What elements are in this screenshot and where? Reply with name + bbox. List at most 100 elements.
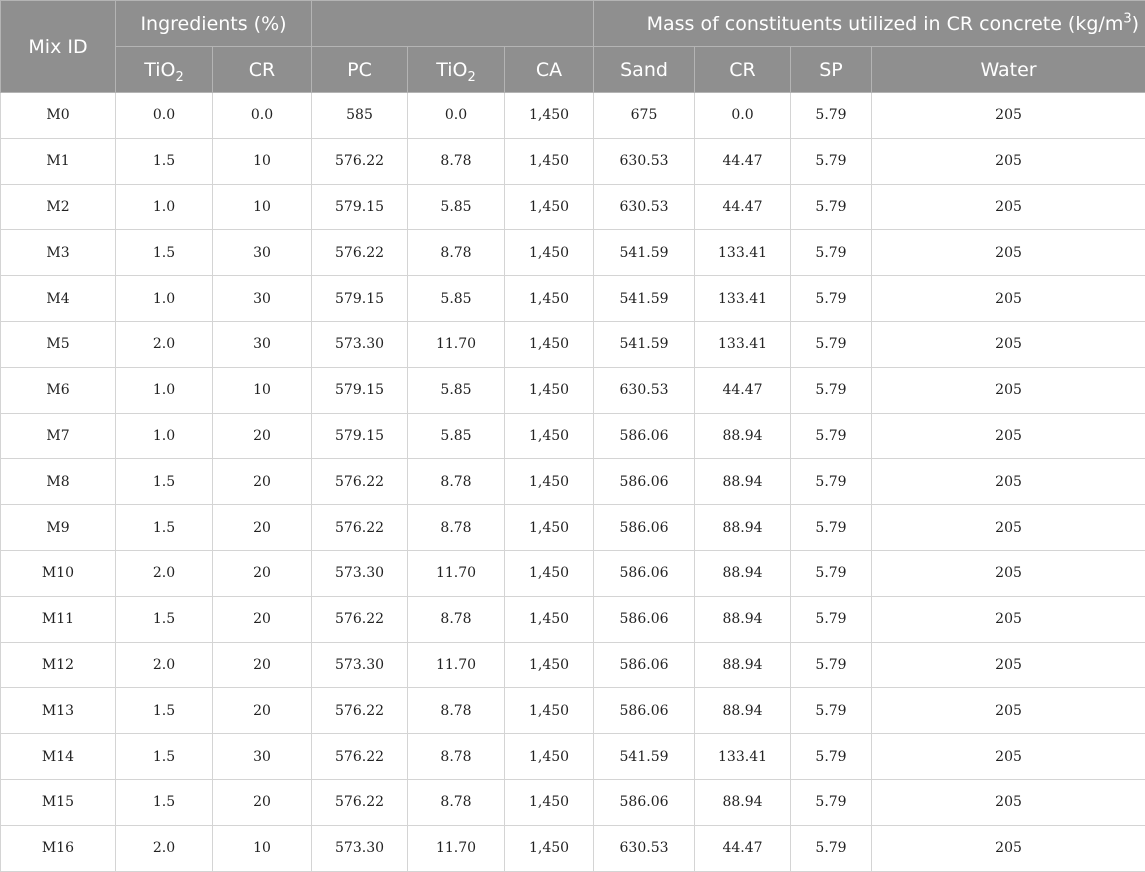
cell-ca: 1,450	[505, 459, 594, 505]
cell-sand: 630.53	[594, 138, 695, 184]
cell-mass-cr: 133.41	[695, 321, 791, 367]
header-ingredients-group: Ingredients (%)	[116, 1, 312, 47]
cell-sand: 586.06	[594, 413, 695, 459]
cell-mass-tio2: 8.78	[408, 459, 505, 505]
cell-water: 205	[872, 367, 1145, 413]
cell-sand: 630.53	[594, 825, 695, 871]
cell-ingredient-tio2: 1.5	[116, 230, 213, 276]
cell-sp: 5.79	[791, 459, 872, 505]
cell-mass-cr: 88.94	[695, 413, 791, 459]
cell-ingredient-cr: 20	[213, 459, 312, 505]
cell-ingredient-cr: 20	[213, 413, 312, 459]
cell-sand: 586.06	[594, 505, 695, 551]
cell-ca: 1,450	[505, 550, 594, 596]
cell-mix-id: M11	[1, 596, 116, 642]
cell-mass-tio2: 5.85	[408, 184, 505, 230]
cell-ca: 1,450	[505, 779, 594, 825]
cell-ingredient-cr: 10	[213, 138, 312, 184]
cell-pc: 576.22	[312, 505, 408, 551]
header-row-groups: Mix ID Ingredients (%) Mass of constitue…	[1, 1, 1145, 47]
cell-pc: 576.22	[312, 230, 408, 276]
cell-mass-tio2: 8.78	[408, 688, 505, 734]
cell-sand: 630.53	[594, 184, 695, 230]
cell-pc: 576.22	[312, 688, 408, 734]
cell-ca: 1,450	[505, 138, 594, 184]
cell-mix-id: M14	[1, 734, 116, 780]
cell-sp: 5.79	[791, 825, 872, 871]
cell-mass-cr: 0.0	[695, 93, 791, 139]
cell-sp: 5.79	[791, 642, 872, 688]
cell-ca: 1,450	[505, 505, 594, 551]
cell-pc: 576.22	[312, 459, 408, 505]
cell-ingredient-tio2: 0.0	[116, 93, 213, 139]
cell-ca: 1,450	[505, 184, 594, 230]
cell-ingredient-cr: 20	[213, 642, 312, 688]
cell-sp: 5.79	[791, 596, 872, 642]
cell-mass-cr: 133.41	[695, 230, 791, 276]
tio2-sub: 2	[175, 69, 183, 84]
cell-ingredient-tio2: 1.0	[116, 367, 213, 413]
cell-sp: 5.79	[791, 413, 872, 459]
cell-sp: 5.79	[791, 184, 872, 230]
cell-mass-tio2: 11.70	[408, 550, 505, 596]
cell-sand: 586.06	[594, 642, 695, 688]
header-row-columns: TiO2 CR PC TiO2 CA Sand CR SP Water	[1, 47, 1145, 93]
cell-mass-cr: 44.47	[695, 184, 791, 230]
header-ingredient-tio2: TiO2	[116, 47, 213, 93]
cell-mix-id: M12	[1, 642, 116, 688]
cell-mass-tio2: 5.85	[408, 276, 505, 322]
cell-water: 205	[872, 825, 1145, 871]
cell-mix-id: M1	[1, 138, 116, 184]
tio2-sub: 2	[468, 69, 476, 84]
cell-water: 205	[872, 505, 1145, 551]
cell-ca: 1,450	[505, 230, 594, 276]
header-sand: Sand	[594, 47, 695, 93]
header-mass-tio2: TiO2	[408, 47, 505, 93]
cell-sand: 586.06	[594, 459, 695, 505]
cell-pc: 573.30	[312, 642, 408, 688]
cell-ingredient-cr: 30	[213, 321, 312, 367]
cell-water: 205	[872, 276, 1145, 322]
header-ca: CA	[505, 47, 594, 93]
cell-water: 205	[872, 184, 1145, 230]
cell-pc: 576.22	[312, 138, 408, 184]
cell-sand: 541.59	[594, 734, 695, 780]
cell-mix-id: M5	[1, 321, 116, 367]
cell-mass-cr: 88.94	[695, 642, 791, 688]
cell-ca: 1,450	[505, 596, 594, 642]
cell-ingredient-cr: 20	[213, 779, 312, 825]
cell-ingredient-tio2: 1.0	[116, 184, 213, 230]
cell-pc: 579.15	[312, 413, 408, 459]
cell-water: 205	[872, 596, 1145, 642]
cell-ingredient-tio2: 1.0	[116, 413, 213, 459]
cell-mass-tio2: 5.85	[408, 413, 505, 459]
cell-sp: 5.79	[791, 230, 872, 276]
cell-mass-tio2: 8.78	[408, 596, 505, 642]
cell-ca: 1,450	[505, 688, 594, 734]
cell-water: 205	[872, 779, 1145, 825]
cell-ca: 1,450	[505, 734, 594, 780]
cell-ca: 1,450	[505, 321, 594, 367]
cell-ingredient-cr: 0.0	[213, 93, 312, 139]
cell-sp: 5.79	[791, 367, 872, 413]
cell-mass-tio2: 5.85	[408, 367, 505, 413]
cell-sp: 5.79	[791, 93, 872, 139]
cell-ingredient-cr: 10	[213, 367, 312, 413]
cell-pc: 576.22	[312, 779, 408, 825]
cell-mass-tio2: 8.78	[408, 138, 505, 184]
header-ingredient-cr: CR	[213, 47, 312, 93]
cell-pc: 579.15	[312, 367, 408, 413]
cell-ingredient-tio2: 1.5	[116, 688, 213, 734]
cell-mass-cr: 44.47	[695, 825, 791, 871]
cell-ingredient-cr: 10	[213, 825, 312, 871]
